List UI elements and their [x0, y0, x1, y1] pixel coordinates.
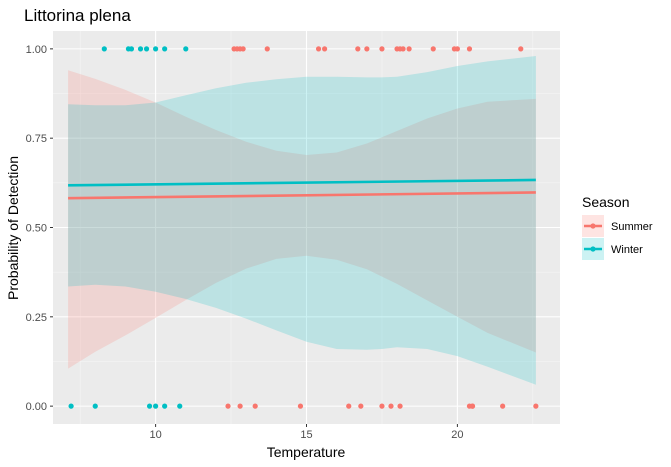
data-point-summer [237, 403, 243, 409]
x-tick-label: 15 [300, 429, 312, 441]
legend-label-winter: Winter [611, 244, 643, 256]
data-point-summer [240, 46, 246, 52]
data-point-summer [379, 46, 385, 52]
y-axis-title: Probability of Detection [5, 156, 21, 300]
data-point-summer [322, 46, 328, 52]
data-point-summer [379, 403, 385, 409]
axes: 10 15 20 0.00 0.25 0.50 0.75 1.00 [26, 44, 464, 441]
data-point-winter [146, 403, 153, 409]
legend-key-point [590, 246, 596, 252]
data-point-winter [128, 46, 135, 52]
data-point-winter [153, 403, 159, 409]
data-point-summer [225, 403, 231, 409]
fit-line-summer [68, 191, 536, 200]
data-point-winter [68, 403, 74, 409]
confidence-ribbons [68, 56, 536, 385]
data-point-summer [355, 46, 361, 52]
data-point-winter [143, 46, 150, 52]
data-point-summer [388, 403, 394, 409]
data-point-summer [297, 403, 304, 409]
y-tick-label: 0.75 [26, 133, 47, 145]
data-point-summer [533, 403, 539, 409]
data-point-summer [358, 403, 364, 409]
y-tick-label: 0.25 [26, 312, 47, 324]
data-point-summer [406, 46, 412, 52]
data-point-winter [92, 403, 98, 409]
data-point-summer [454, 46, 460, 52]
data-point-summer [466, 46, 473, 52]
data-point-summer [430, 46, 436, 52]
data-point-summer [315, 46, 322, 52]
data-points [68, 46, 539, 409]
data-point-winter [162, 46, 168, 52]
legend-key-point [590, 223, 596, 229]
x-axis-title: Temperature [267, 444, 346, 460]
data-point-winter [177, 403, 183, 409]
legend-title: Season [582, 194, 629, 210]
y-tick-label: 1.00 [26, 44, 47, 56]
data-point-winter [153, 46, 159, 52]
chart-title: Littorina plena [24, 6, 131, 25]
y-tick-label: 0.50 [26, 223, 47, 235]
x-tick-label: 10 [149, 429, 161, 441]
data-point-winter [137, 46, 144, 52]
data-point-summer [364, 46, 370, 52]
confidence-ribbon-winter [68, 56, 536, 385]
major-gridlines [53, 31, 560, 424]
x-tick-label: 20 [451, 429, 463, 441]
data-point-summer [264, 46, 270, 52]
data-point-summer [397, 403, 403, 409]
y-tick-label: 0.00 [26, 401, 47, 413]
data-point-winter [183, 46, 189, 52]
data-point-summer [400, 46, 406, 52]
data-point-winter [162, 403, 168, 409]
fit-line-winter [68, 178, 536, 187]
fit-lines [68, 178, 536, 200]
data-point-summer [469, 403, 476, 409]
data-point-winter [101, 46, 107, 52]
confidence-ribbon-summer [68, 70, 536, 369]
legend-label-summer: Summer [611, 221, 653, 233]
data-point-summer [518, 46, 524, 52]
legend: Season Summer Winter [582, 194, 653, 260]
data-point-summer [346, 403, 352, 409]
data-point-summer [500, 403, 506, 409]
data-point-summer [252, 403, 258, 409]
